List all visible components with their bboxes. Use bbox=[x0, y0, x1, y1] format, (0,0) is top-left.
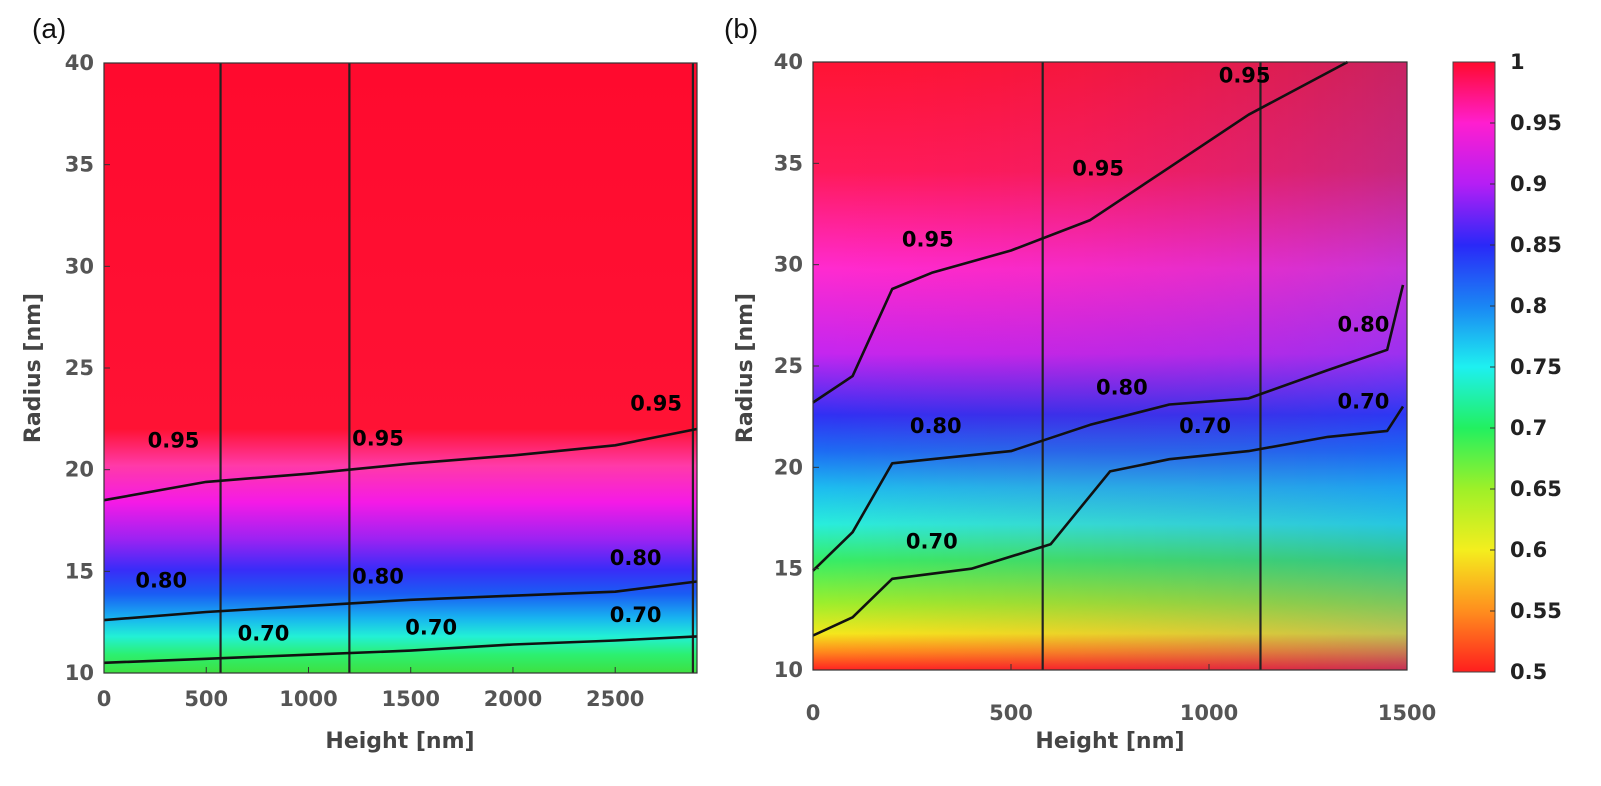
colorbar-tick-label-3: 0.85 bbox=[1510, 233, 1562, 257]
panel-label-a: (a) bbox=[32, 13, 66, 44]
heatmap-overlay-b bbox=[813, 62, 1407, 670]
contour-070-a bbox=[103, 635, 698, 665]
panel-label-b: (b) bbox=[724, 13, 758, 44]
contour-080-b bbox=[812, 284, 1405, 572]
y-tick-label-b-6: 40 bbox=[774, 50, 803, 74]
y-tick-label-a-2: 20 bbox=[65, 458, 94, 482]
y-tick-label-b-1: 15 bbox=[774, 557, 803, 581]
colorbar-tick-label-10: 0.5 bbox=[1510, 660, 1547, 684]
x-axis-label-b: Height [nm] bbox=[1035, 729, 1184, 754]
y-tick-label-b-0: 10 bbox=[774, 658, 803, 682]
y-tick-label-a-6: 40 bbox=[65, 51, 94, 75]
contour-label-a-5: 0.80 bbox=[352, 565, 404, 589]
colorbar: 1 0.95 0.9 0.85 0.8 0.75 0.7 0.65 0.6 0.55 0.5 bbox=[1452, 50, 1562, 684]
contour-label-b-9: 0.70 bbox=[1338, 390, 1390, 414]
contour-095-a bbox=[103, 427, 698, 502]
heatmap-panel-b: 0.95 0.95 0.95 0.80 0.80 0.80 0.70 0.70 0.70 0 50… bbox=[733, 50, 1436, 754]
x-tick-label-a-0: 0 bbox=[97, 687, 112, 711]
contour-label-b-4: 0.80 bbox=[910, 414, 962, 438]
contour-label-b-2: 0.95 bbox=[1072, 156, 1124, 180]
x-tick-label-a-5: 2500 bbox=[586, 687, 644, 711]
y-tick-label-a-1: 15 bbox=[65, 559, 94, 583]
heatmap-field-a bbox=[104, 63, 697, 673]
y-axis-label-a: Radius [nm] bbox=[21, 293, 46, 443]
x-tick-label-b-3: 1500 bbox=[1378, 701, 1436, 725]
colorbar-scale bbox=[1453, 62, 1495, 672]
colorbar-tick-label-7: 0.65 bbox=[1510, 477, 1562, 501]
y-axis-label-b: Radius [nm] bbox=[733, 293, 758, 443]
contour-label-a-9: 0.70 bbox=[610, 603, 662, 627]
contour-label-b-5: 0.80 bbox=[1096, 375, 1148, 399]
contour-label-b-1: 0.95 bbox=[902, 227, 954, 251]
x-axis-label-a: Height [nm] bbox=[325, 729, 474, 754]
colorbar-tick-label-8: 0.6 bbox=[1510, 538, 1547, 562]
colorbar-tick-label-0: 1 bbox=[1510, 50, 1525, 74]
contour-label-b-6: 0.80 bbox=[1338, 313, 1390, 337]
y-tick-label-b-5: 35 bbox=[774, 151, 803, 175]
y-tick-label-a-0: 10 bbox=[65, 661, 94, 685]
contour-label-a-7: 0.70 bbox=[238, 621, 290, 645]
contour-label-a-3: 0.95 bbox=[630, 392, 682, 416]
x-tick-label-a-4: 2000 bbox=[484, 687, 542, 711]
contour-070-b bbox=[812, 405, 1405, 637]
contour-080-a bbox=[103, 580, 698, 622]
y-tick-label-b-2: 20 bbox=[774, 455, 803, 479]
y-tick-label-b-4: 30 bbox=[774, 253, 803, 277]
contour-label-a-8: 0.70 bbox=[405, 615, 457, 639]
x-tick-label-a-2: 1000 bbox=[279, 687, 337, 711]
contour-label-b-7: 0.70 bbox=[906, 529, 958, 553]
contour-label-b-8: 0.70 bbox=[1179, 414, 1231, 438]
x-tick-label-a-1: 500 bbox=[184, 687, 228, 711]
contour-label-a-6: 0.80 bbox=[610, 546, 662, 570]
contour-label-a-4: 0.80 bbox=[135, 569, 187, 593]
colorbar-tick-label-1: 0.95 bbox=[1510, 111, 1562, 135]
contour-095-b bbox=[812, 60, 1349, 404]
contour-label-b-3: 0.95 bbox=[1219, 63, 1271, 87]
y-tick-label-a-5: 35 bbox=[65, 153, 94, 177]
y-tick-label-a-3: 25 bbox=[65, 356, 94, 380]
colorbar-tick-label-9: 0.55 bbox=[1510, 599, 1562, 623]
colorbar-tick-label-5: 0.75 bbox=[1510, 355, 1562, 379]
colorbar-tick-label-2: 0.9 bbox=[1510, 172, 1547, 196]
x-tick-label-b-1: 500 bbox=[989, 701, 1033, 725]
x-tick-label-b-0: 0 bbox=[806, 701, 821, 725]
x-tick-label-b-2: 1000 bbox=[1180, 701, 1238, 725]
colorbar-tick-label-4: 0.8 bbox=[1510, 294, 1547, 318]
x-tick-label-a-3: 1500 bbox=[381, 687, 439, 711]
contour-label-a-2: 0.95 bbox=[352, 426, 404, 450]
heatmap-panel-a: 0.95 0.95 0.95 0.80 0.80 0.80 0.70 0.70 0.70 0 50… bbox=[21, 51, 698, 754]
colorbar-tick-label-6: 0.7 bbox=[1510, 416, 1547, 440]
y-tick-label-a-4: 30 bbox=[65, 254, 94, 278]
contour-label-a-1: 0.95 bbox=[148, 428, 200, 452]
y-tick-label-b-3: 25 bbox=[774, 354, 803, 378]
